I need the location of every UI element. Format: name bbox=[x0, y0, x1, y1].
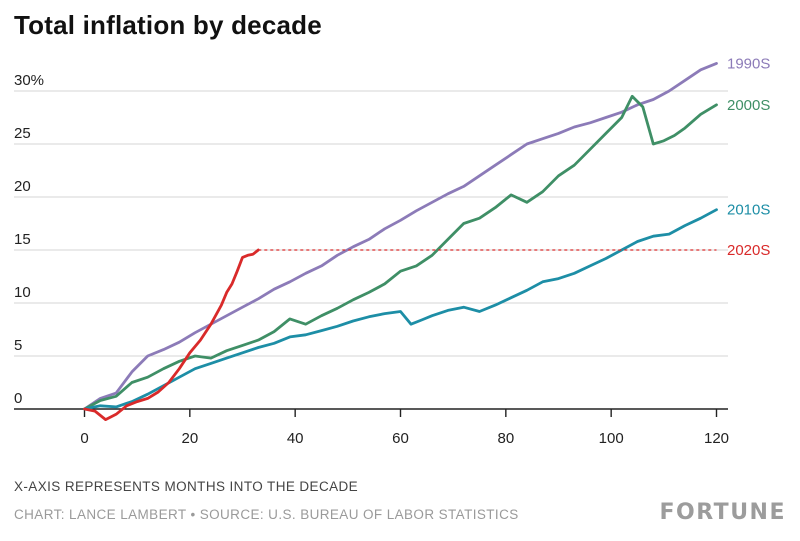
series-label-1990s: 1990S bbox=[727, 55, 770, 72]
y-tick-label-5: 5 bbox=[14, 337, 22, 354]
source-credit: CHART: LANCE LAMBERT • SOURCE: U.S. BURE… bbox=[14, 507, 519, 522]
y-tick-label-0: 0 bbox=[14, 390, 22, 407]
x-tick-label-20: 20 bbox=[181, 430, 198, 447]
series-end-labels: 1990S 2000S 2010S 2020S bbox=[727, 55, 770, 259]
y-tick-label-10: 10 bbox=[14, 284, 31, 301]
x-tick-label-120: 120 bbox=[704, 430, 729, 447]
y-tick-label-25: 25 bbox=[14, 125, 31, 142]
x-tick-labels: 0 20 40 60 80 100 120 bbox=[80, 430, 729, 447]
series-label-2000s: 2000S bbox=[727, 97, 770, 114]
x-tick-label-60: 60 bbox=[392, 430, 409, 447]
series-line-2010s bbox=[83, 208, 718, 411]
series-line-2020s bbox=[83, 248, 260, 422]
series-label-2010s: 2010S bbox=[727, 202, 770, 219]
series-line-2000s bbox=[83, 94, 718, 411]
x-tick-label-0: 0 bbox=[80, 430, 88, 447]
line-chart: 0 5 10 15 20 25 30% 0 20 40 60 80 100 120 1990S 2000S… bbox=[14, 55, 770, 447]
fortune-logo: FORTUNE bbox=[659, 500, 786, 525]
series-lines bbox=[83, 62, 718, 422]
x-tick-label-80: 80 bbox=[497, 430, 514, 447]
x-axis-note: X-AXIS REPRESENTS MONTHS INTO THE DECADE bbox=[14, 479, 359, 494]
y-tick-labels: 0 5 10 15 20 25 30% bbox=[14, 72, 44, 407]
series-label-2020s: 2020S bbox=[727, 242, 770, 259]
y-tick-label-20: 20 bbox=[14, 178, 31, 195]
y-tick-label-30: 30% bbox=[14, 72, 44, 89]
chart-title: Total inflation by decade bbox=[14, 10, 322, 40]
y-tick-label-15: 15 bbox=[14, 231, 31, 248]
x-tick-label-40: 40 bbox=[287, 430, 304, 447]
series-line-1990s bbox=[83, 62, 718, 411]
x-tick-label-100: 100 bbox=[599, 430, 624, 447]
grid-layer bbox=[14, 90, 728, 417]
